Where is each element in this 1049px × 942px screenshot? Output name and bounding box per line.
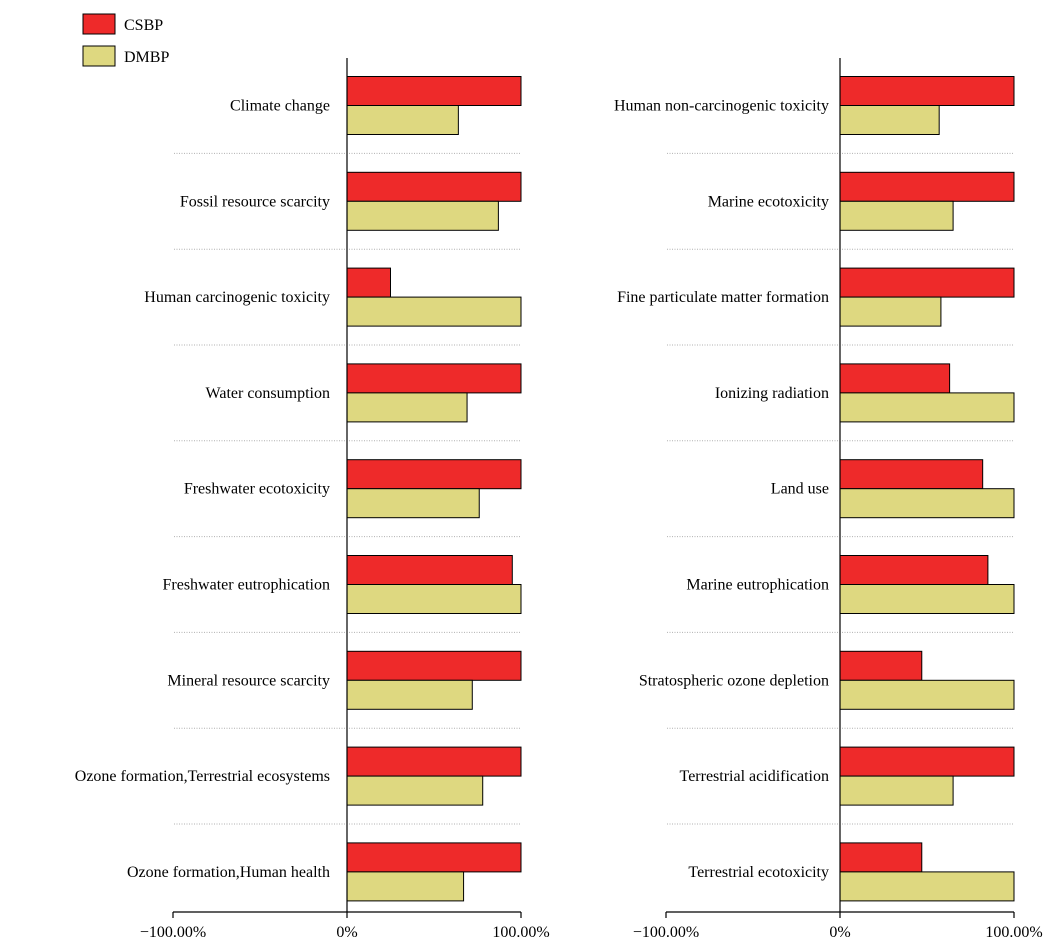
bar-csbp xyxy=(839,555,989,585)
category-label: Human carcinogenic toxicity xyxy=(144,289,330,306)
category-label: Terrestrial ecotoxicity xyxy=(688,864,829,881)
bar-csbp xyxy=(839,746,1015,777)
bar-dmbp xyxy=(839,871,1015,902)
category-label: Terrestrial acidification xyxy=(680,768,829,785)
bar-csbp xyxy=(839,76,1015,106)
category-label: Ionizing radiation xyxy=(715,385,829,402)
bar-csbp xyxy=(346,650,522,681)
bar-dmbp xyxy=(839,775,954,806)
category-label: Fossil resource scarcity xyxy=(180,193,330,210)
bar-dmbp xyxy=(839,679,1015,710)
bar-csbp xyxy=(839,363,951,394)
bar-dmbp xyxy=(346,775,484,806)
bar-csbp xyxy=(346,171,522,202)
bar-dmbp xyxy=(839,296,942,327)
category-label: Marine ecotoxicity xyxy=(708,193,829,210)
category-label: Freshwater ecotoxicity xyxy=(184,481,330,498)
x-tick-label: 100.00% xyxy=(492,924,549,941)
bar-csbp xyxy=(839,171,1015,202)
bar-csbp xyxy=(839,267,1015,298)
legend-swatch-csbp xyxy=(82,13,116,35)
bar-dmbp xyxy=(346,296,522,327)
category-label: Land use xyxy=(771,481,829,498)
category-label: Ozone formation,Terrestrial ecosystems xyxy=(75,768,330,785)
bar-dmbp xyxy=(346,105,459,135)
category-label: Ozone formation,Human health xyxy=(127,864,330,881)
bar-csbp xyxy=(346,842,522,873)
bar-dmbp xyxy=(839,488,1015,519)
bar-dmbp xyxy=(346,871,465,902)
category-label: Fine particulate matter formation xyxy=(617,289,829,306)
bar-csbp xyxy=(346,267,391,298)
bar-csbp xyxy=(346,363,522,394)
x-tick-label: −100.00% xyxy=(140,924,206,941)
bar-csbp xyxy=(839,650,923,681)
x-tick-label: 0% xyxy=(336,924,357,941)
bar-dmbp xyxy=(346,200,499,231)
bar-dmbp xyxy=(346,488,480,519)
bar-csbp xyxy=(346,746,522,777)
bar-dmbp xyxy=(839,105,940,135)
bar-dmbp xyxy=(346,679,473,710)
bar-csbp xyxy=(839,459,984,490)
bar-csbp xyxy=(346,555,513,585)
left-panel: Climate change Fossil resource scarcity Hu… xyxy=(75,58,550,941)
legend-swatch-dmbp xyxy=(82,45,116,67)
category-label: Freshwater eutrophication xyxy=(163,577,331,594)
x-tick-label: 0% xyxy=(829,924,850,941)
bar-dmbp xyxy=(839,584,1015,614)
bar-csbp xyxy=(346,459,522,490)
bar-dmbp xyxy=(346,584,522,614)
bar-csbp xyxy=(346,76,522,106)
x-tick-label: −100.00% xyxy=(633,924,699,941)
right-panel: Human non-carcinogenic toxicity Marine ec… xyxy=(614,58,1043,941)
bar-dmbp xyxy=(346,392,468,423)
category-label: Climate change xyxy=(230,98,330,115)
category-label: Marine eutrophication xyxy=(686,577,829,594)
bar-dmbp xyxy=(839,200,954,231)
bar-csbp xyxy=(839,842,923,873)
legend-label-csbp: CSBP xyxy=(124,17,163,34)
legend-label-dmbp: DMBP xyxy=(124,49,169,66)
legend: CSBP DMBP xyxy=(82,13,169,67)
category-label: Water consumption xyxy=(206,385,330,402)
category-label: Human non-carcinogenic toxicity xyxy=(614,98,829,115)
category-label: Mineral resource scarcity xyxy=(167,672,330,689)
category-label: Stratospheric ozone depletion xyxy=(639,672,829,689)
bar-dmbp xyxy=(839,392,1015,423)
x-tick-label: 100.00% xyxy=(985,924,1042,941)
